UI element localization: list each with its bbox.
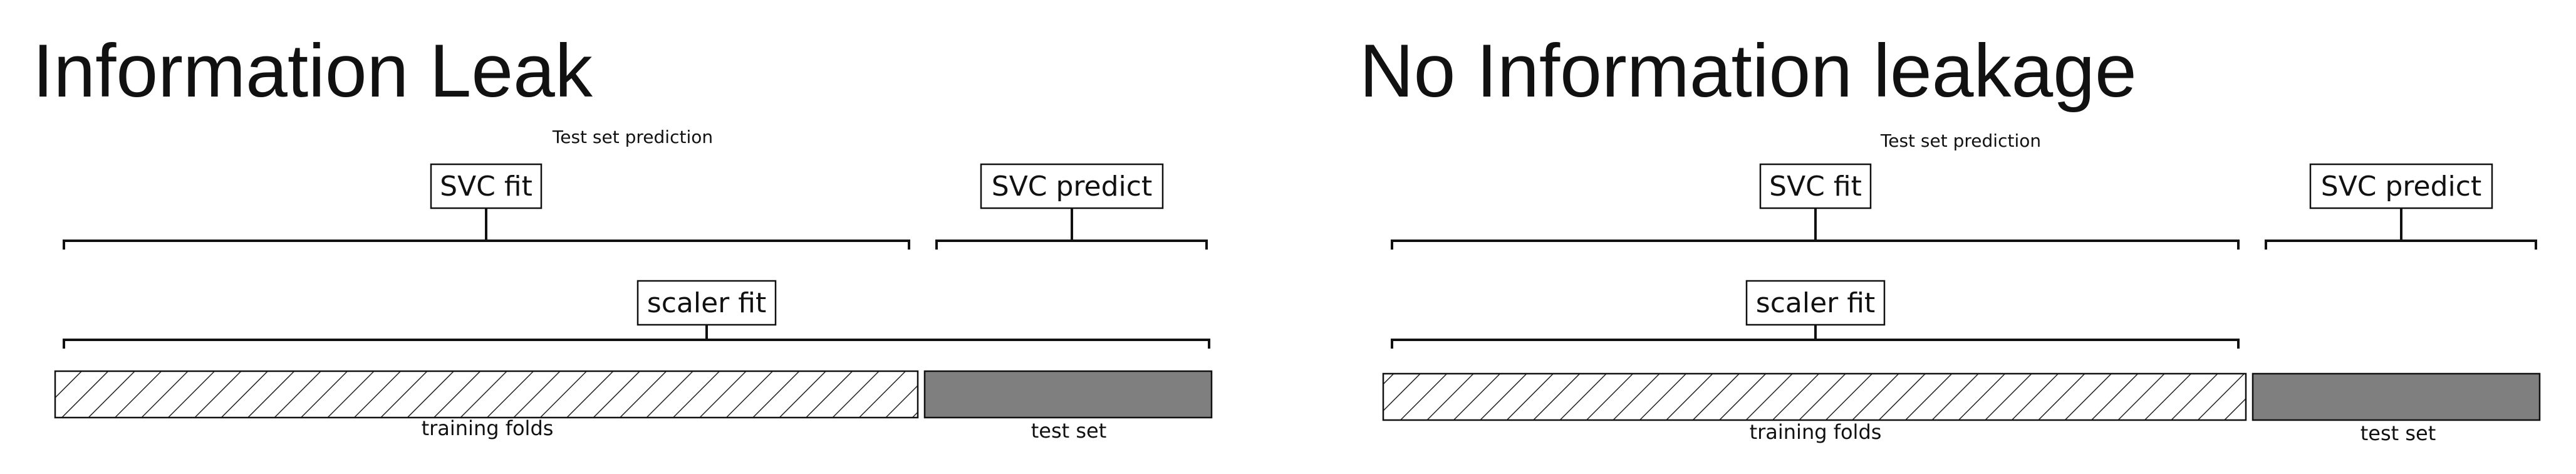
diagram-subtitle: Test set prediction: [1880, 130, 2041, 151]
leak-diagram: Test set prediction SVC fit SVC predict …: [54, 127, 1213, 443]
svc-predict-label: SVC predict: [2321, 171, 2481, 203]
panel-title: Information Leak: [33, 29, 593, 113]
svc-fit-bracket: [63, 208, 910, 250]
training-folds-label: training folds: [422, 416, 554, 440]
scaler-fit-bracket: [63, 325, 1210, 349]
panel-title: No Information leakage: [1359, 29, 2137, 113]
scaler-fit-label: scaler fit: [647, 287, 766, 319]
svc-predict-box: [980, 163, 1164, 209]
svc-predict-box: [2309, 163, 2493, 209]
test-set-label: test set: [1031, 419, 1107, 443]
training-folds-label: training folds: [1750, 420, 1882, 444]
panel-no-information-leakage: No Information leakage Test set predicti…: [1288, 0, 2576, 474]
svc-fit-label: SVC fit: [440, 171, 532, 203]
svc-fit-label: SVC fit: [1769, 171, 1862, 203]
training-folds-bar: [1382, 372, 2247, 421]
test-set-bar: [923, 370, 1213, 419]
svc-fit-bracket: [1391, 208, 2240, 250]
panel-information-leak: Information Leak Test set prediction SVC…: [33, 29, 1213, 443]
scaler-fit-label: scaler fit: [1756, 287, 1875, 319]
diagram-subtitle: Test set prediction: [552, 127, 713, 147]
test-set-label: test set: [2360, 421, 2436, 445]
test-set-bar: [2251, 372, 2541, 421]
scaler-fit-box: [1745, 280, 1886, 326]
svc-fit-box: [1759, 163, 1872, 209]
no-leak-diagram: Test set prediction SVC fit SVC predict …: [1382, 130, 2541, 445]
svc-predict-bracket: [935, 208, 1208, 250]
scaler-fit-box: [636, 280, 777, 326]
svc-fit-box: [430, 163, 543, 209]
training-folds-bar: [54, 370, 919, 419]
scaler-fit-bracket: [1391, 325, 2240, 349]
svc-predict-bracket: [2265, 208, 2537, 250]
svc-predict-label: SVC predict: [992, 171, 1152, 203]
